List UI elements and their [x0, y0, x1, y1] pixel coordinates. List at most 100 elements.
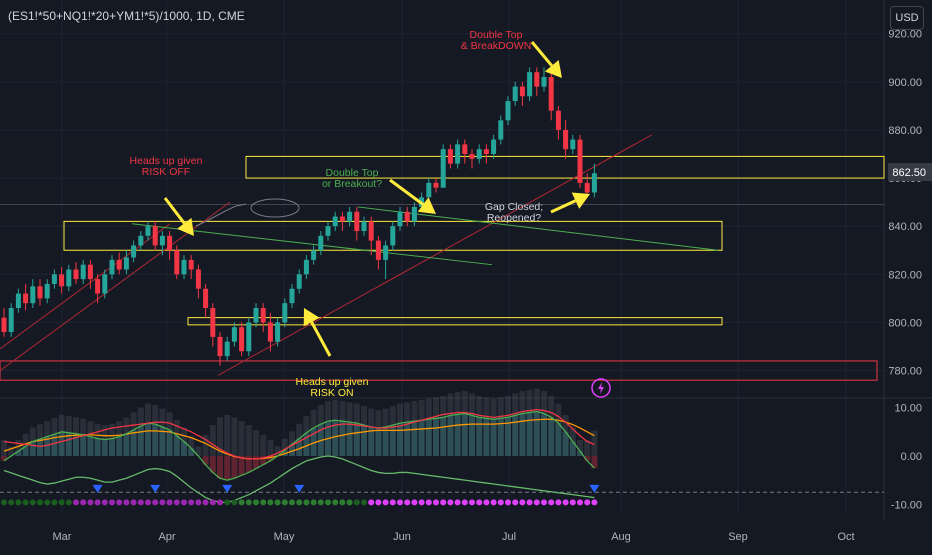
candle-body — [433, 182, 439, 188]
histogram-bar-shadow — [231, 417, 238, 456]
signal-dot — [224, 499, 231, 506]
histogram-bar — [526, 412, 533, 456]
histogram-bar-shadow — [555, 403, 562, 456]
signal-dot — [526, 499, 533, 506]
histogram-bar-shadow — [440, 396, 447, 456]
oscillator-line-red — [3, 408, 595, 460]
histogram-bar — [433, 418, 439, 456]
candle-body — [505, 101, 511, 121]
signal-dot — [584, 499, 591, 506]
histogram-bar — [173, 435, 180, 456]
histogram-bar — [303, 432, 310, 456]
candle-body — [311, 250, 317, 260]
currency-button[interactable]: USD — [890, 6, 924, 30]
histogram-bar — [65, 432, 72, 456]
histogram-bar-shadow — [101, 424, 108, 456]
candle-body — [303, 259, 309, 275]
signal-dot — [137, 499, 144, 506]
arrow-risk-off-head — [177, 217, 194, 236]
candle-body — [548, 77, 554, 111]
candle-body — [584, 182, 590, 193]
signal-dot — [346, 499, 353, 506]
candle-body — [318, 235, 324, 251]
candle-body — [109, 259, 115, 275]
histogram-bar — [368, 427, 375, 456]
arrow-gap-closed-shaft — [550, 199, 577, 214]
histogram-bar-shadow — [202, 435, 209, 456]
histogram-bar-shadow — [281, 438, 288, 456]
histogram-bar — [425, 419, 432, 456]
axis-layer: 920.00900.00880.00860.00840.00820.00800.… — [53, 29, 932, 543]
signal-dot — [209, 499, 216, 506]
histogram-bar — [202, 456, 209, 465]
symbol-title[interactable]: (ES1!*50+NQ1!*20+YM1!*5)/1000, 1D, CME — [8, 9, 245, 23]
signal-dot — [260, 499, 267, 506]
signal-dot — [253, 499, 259, 506]
histogram-bar — [476, 417, 483, 456]
signal-dot — [202, 499, 209, 506]
signal-dot — [368, 499, 375, 506]
histogram-bar — [454, 414, 461, 456]
signal-dot — [447, 499, 454, 506]
signal-dot — [267, 499, 274, 506]
signal-dot — [418, 499, 425, 506]
histogram-bar-shadow — [15, 440, 22, 456]
histogram-bar — [411, 421, 418, 456]
signal-dot — [238, 499, 245, 506]
histogram-bar — [253, 456, 259, 469]
signal-dot — [519, 499, 526, 506]
candle-body — [253, 308, 259, 323]
candle-body — [1, 317, 7, 333]
arrow-gap-closed-head — [571, 192, 590, 209]
signal-dot — [310, 499, 317, 506]
histogram-bar — [353, 423, 360, 456]
signal-dot — [411, 499, 418, 506]
signal-dot — [303, 499, 310, 506]
signal-dot — [22, 499, 29, 506]
signal-dot — [58, 499, 65, 506]
candle-layer — [1, 67, 597, 366]
candle-body — [375, 240, 381, 260]
candle-body — [174, 250, 180, 275]
signal-dot — [555, 499, 562, 506]
candle-body — [73, 269, 79, 280]
price-tick-label: 880.00 — [888, 125, 922, 137]
signal-dot — [231, 499, 238, 506]
histogram-bar-shadow — [476, 396, 483, 456]
zone-780 — [0, 360, 878, 381]
candle-body — [527, 72, 533, 97]
annotation-double-top-breakdown: & BreakDOWN — [461, 40, 532, 52]
signal-dot — [245, 499, 252, 506]
arrow-double-top-shaft — [530, 41, 553, 67]
signal-dot — [166, 499, 173, 506]
signal-dot — [130, 499, 137, 506]
candle-body — [131, 245, 137, 258]
grid-layer — [0, 0, 932, 520]
histogram-bar — [109, 438, 115, 456]
histogram-bar — [116, 436, 123, 456]
current-price-badge — [888, 163, 932, 182]
candle-body — [404, 211, 410, 222]
signal-dot — [94, 499, 101, 506]
histogram-bar — [231, 456, 238, 479]
candle-body — [167, 235, 173, 251]
histogram-bar-shadow — [469, 393, 475, 456]
signal-dot — [389, 499, 396, 506]
month-label: May — [274, 531, 295, 543]
candle-body — [447, 149, 453, 164]
histogram-bar — [267, 456, 274, 461]
candle-body — [282, 303, 288, 323]
histogram-bar-shadow — [353, 403, 360, 456]
candle-body — [51, 274, 57, 284]
candle-body — [80, 264, 86, 280]
histogram-bar-shadow — [296, 423, 303, 456]
histogram-bar-shadow — [577, 440, 583, 456]
histogram-bar — [22, 446, 29, 456]
histogram-bar — [447, 415, 454, 456]
signal-dot — [325, 499, 331, 506]
candle-body — [332, 216, 338, 227]
arrow-double-top-head — [544, 59, 562, 78]
trendline-layer — [0, 134, 719, 376]
signal-dot — [109, 499, 115, 506]
